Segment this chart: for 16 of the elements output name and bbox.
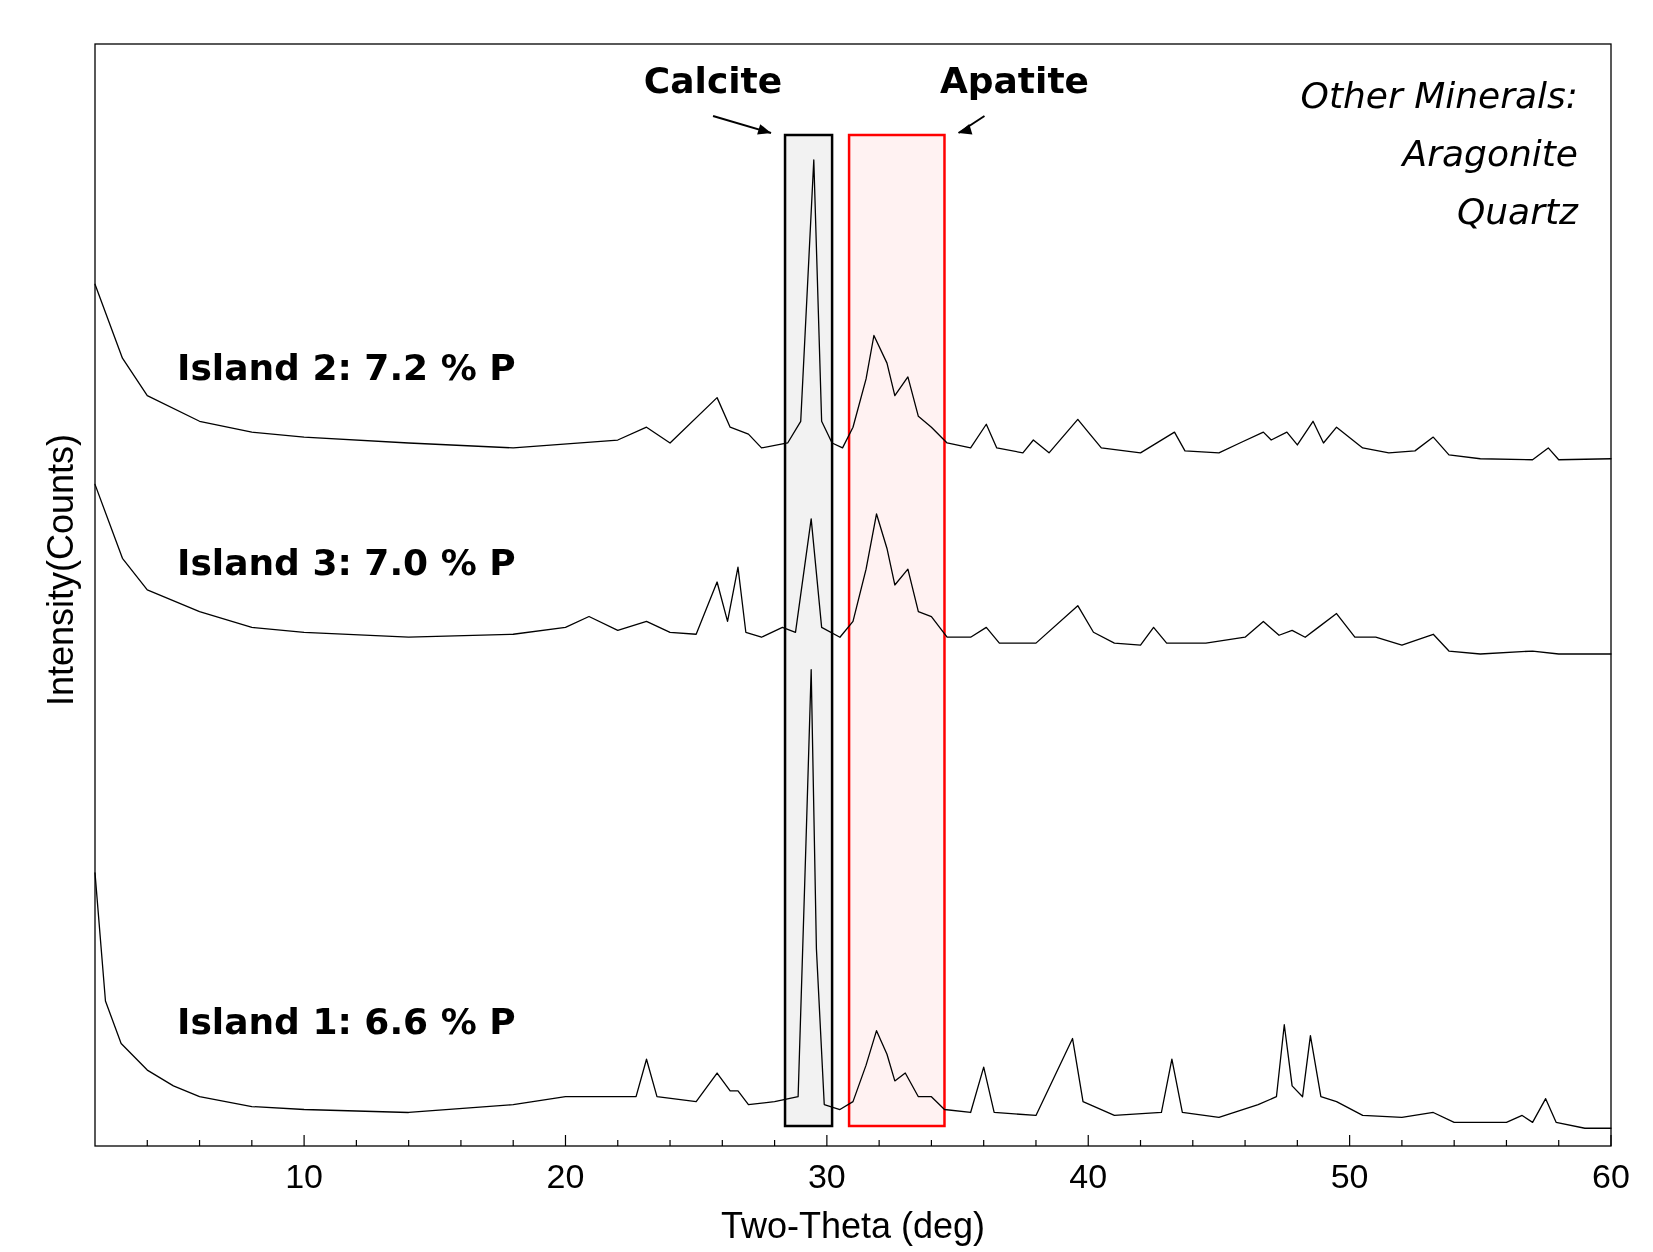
x-tick-label: 30: [807, 1157, 846, 1195]
band-label: Calcite: [643, 60, 783, 101]
x-tick-label: 10: [285, 1157, 324, 1195]
series-label: Island 2: 7.2 % P: [177, 347, 516, 389]
band-label: Apatite: [939, 60, 1090, 101]
x-tick-label: 40: [1069, 1157, 1108, 1195]
series-label: Island 1: 6.6 % P: [177, 1000, 516, 1042]
x-axis-title: Two-Theta (deg): [720, 1205, 986, 1246]
series-label: Island 3: 7.0 % P: [177, 542, 516, 584]
y-axis-title: Intensity(Counts): [40, 433, 81, 707]
x-tick-label: 60: [1592, 1157, 1630, 1195]
text: Other Minerals:: [1300, 75, 1578, 116]
annotation: Quartz: [1456, 191, 1580, 232]
annotation: Aragonite: [1400, 133, 1578, 174]
x-tick-label: 20: [546, 1157, 585, 1195]
x-tick-label: 50: [1330, 1157, 1369, 1195]
